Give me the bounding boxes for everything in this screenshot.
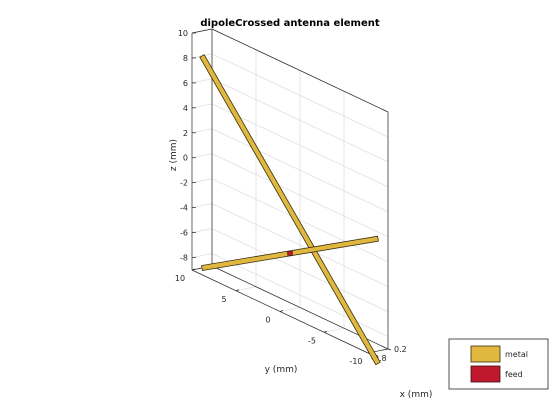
x-axis-label: x (mm) (400, 390, 433, 400)
grid-line-side (191, 253, 213, 258)
x-tick (387, 348, 392, 351)
z-tick-label: -8 (180, 254, 188, 263)
antenna-geometry (199, 54, 381, 366)
grid-line-side (191, 153, 213, 159)
legend-label-metal: metal (505, 350, 528, 359)
z-tick-label: -4 (180, 204, 188, 213)
z-tick-label: 0 (183, 154, 188, 163)
z-tick-label: -2 (180, 179, 188, 188)
grid-line-side (191, 178, 213, 184)
legend-swatch-metal (470, 345, 501, 363)
feed-point (287, 251, 293, 256)
grid-lines (191, 28, 389, 354)
grid-line-floor (279, 307, 301, 312)
y-axis-label: y (mm) (265, 365, 298, 375)
grid-line-side (191, 103, 213, 109)
grid-line-floor (235, 286, 257, 292)
z-tick-label: 4 (183, 104, 188, 113)
box-edge (191, 28, 213, 34)
chart-title: dipoleCrossed antenna element (200, 18, 380, 29)
y-tick (279, 310, 284, 312)
y-tick-label: 5 (221, 295, 226, 304)
y-tick (235, 289, 240, 292)
grid-line-floor (323, 327, 345, 333)
x-tick-label: 0.2 (394, 345, 407, 354)
legend-label-feed: feed (505, 370, 523, 379)
box-edge (211, 28, 389, 113)
y-axis: 10 5 0 -5 -10 (175, 268, 372, 366)
grid-line-side (191, 128, 213, 134)
z-tick-label: -6 (180, 229, 188, 238)
grid-line-side (191, 203, 213, 209)
legend-swatch-feed (470, 365, 501, 383)
y-tick-label: -5 (308, 336, 316, 345)
z-tick-label: 8 (183, 54, 188, 63)
y-tick-label: -10 (349, 357, 362, 366)
plot-box (191, 28, 389, 354)
dipole-arm-1 (199, 54, 381, 366)
z-axis: 10 8 6 4 2 0 -2 -4 -6 -8 (178, 29, 196, 263)
z-axis-label: z (mm) (169, 139, 179, 171)
y-tick (323, 330, 328, 333)
z-tick-label: 6 (183, 79, 188, 88)
z-tick-label: 2 (183, 129, 188, 138)
y-tick-label: 0 (265, 316, 270, 325)
y-tick-label: 10 (175, 274, 185, 283)
legend: metal feed (448, 338, 549, 390)
x-tick-label: -0.8 (371, 354, 387, 363)
grid-line-side (191, 78, 213, 84)
y-tick (191, 268, 196, 271)
z-tick-label: 10 (178, 29, 188, 38)
grid-line-side (191, 228, 213, 233)
